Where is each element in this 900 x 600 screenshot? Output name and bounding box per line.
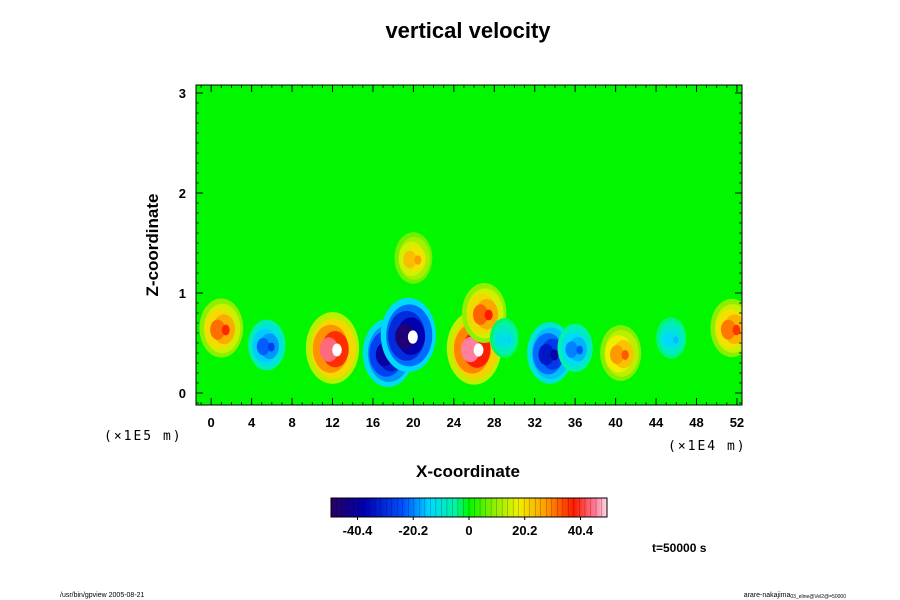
y-tick-label: 2 — [179, 186, 186, 201]
contour-level — [256, 337, 270, 356]
contour-level — [538, 344, 555, 366]
x-tick-label: 16 — [366, 415, 380, 430]
x-tick-label: 36 — [568, 415, 582, 430]
contour-level — [565, 341, 578, 358]
colorbar-tick-label: 20.2 — [512, 523, 537, 538]
x-tick-label: 0 — [208, 415, 215, 430]
x-tick-label: 52 — [730, 415, 744, 430]
x-tick-label: 44 — [649, 415, 664, 430]
x-tick-label: 48 — [689, 415, 703, 430]
x-tick-label: 24 — [447, 415, 462, 430]
chart-title: vertical velocity — [385, 18, 551, 43]
time-label: t=50000 s — [652, 541, 707, 555]
velocity-cell — [394, 232, 433, 284]
plot-frame — [195, 84, 743, 406]
colorbar-tick-label: -40.4 — [343, 523, 373, 538]
x-scale-label: (×1E4 m) — [668, 439, 747, 454]
velocity-cell — [248, 319, 286, 371]
contour-level — [662, 332, 673, 347]
footer-right: arare-nakajima03_eline@Vel2@=50000 — [744, 592, 847, 600]
contour-level — [461, 336, 480, 363]
contour-level — [395, 323, 415, 350]
contour-level — [473, 343, 484, 357]
x-tick-label: 20 — [406, 415, 420, 430]
contour-level — [576, 345, 583, 355]
velocity-cell — [489, 318, 519, 358]
contour-level — [319, 337, 339, 362]
colorbar-tick-label: -20.2 — [398, 523, 428, 538]
contour-level — [673, 336, 679, 344]
y-axis-label: Z-coordinate — [143, 194, 162, 297]
x-tick-label: 32 — [527, 415, 541, 430]
contour-level — [609, 345, 625, 365]
y-tick-label: 0 — [179, 386, 186, 401]
y-tick-label: 1 — [179, 286, 186, 301]
y-tick-label: 3 — [179, 86, 186, 101]
contour-level — [495, 332, 506, 347]
velocity-cell — [600, 325, 642, 381]
contour-level — [506, 336, 512, 344]
contour-level — [484, 309, 493, 321]
contour-level — [621, 349, 629, 361]
contour-level — [332, 343, 342, 357]
footer-left: /usr/bin/gpview 2005-08-21 — [60, 592, 145, 599]
velocity-cell — [380, 297, 436, 373]
contour-level — [267, 342, 275, 352]
x-tick-label: 8 — [288, 415, 295, 430]
velocity-cell — [557, 323, 593, 373]
velocity-cell — [527, 322, 573, 384]
x-axis-label: X-coordinate — [416, 462, 520, 481]
contour-level — [221, 324, 230, 336]
y-scale-label: (×1E5 m) — [104, 429, 183, 444]
x-axis-ticks: 0 4 8 12 16 20 24 28 32 36 40 44 48 52 — [200, 85, 744, 430]
contour-level — [732, 324, 741, 336]
colorbar-tick-label: 0 — [465, 523, 472, 538]
footer-right-main: arare-nakajima — [744, 592, 791, 599]
x-tick-label: 4 — [248, 415, 256, 430]
colorbar: -40.4 -20.2 0 20.2 40.4 — [330, 497, 608, 538]
contour-level — [403, 250, 417, 269]
contour-level — [550, 349, 559, 361]
plot-area — [195, 84, 743, 406]
contour-level — [720, 319, 736, 340]
colorbar-tick-label: 40.4 — [568, 523, 594, 538]
x-tick-label: 12 — [325, 415, 339, 430]
y-axis-ticks: 0 1 2 3 — [179, 86, 742, 404]
x-tick-label: 40 — [608, 415, 622, 430]
velocity-cell — [656, 317, 687, 359]
contour-level — [472, 304, 489, 325]
velocity-cell — [305, 312, 360, 384]
x-tick-label: 28 — [487, 415, 501, 430]
contour-level — [414, 255, 422, 265]
footer-right-sub: 03_eline@Vel2@=50000 — [790, 594, 846, 600]
velocity-cell — [199, 298, 244, 358]
contour-level — [407, 330, 418, 344]
contour-level — [210, 319, 226, 340]
velocity-cell — [710, 298, 742, 358]
